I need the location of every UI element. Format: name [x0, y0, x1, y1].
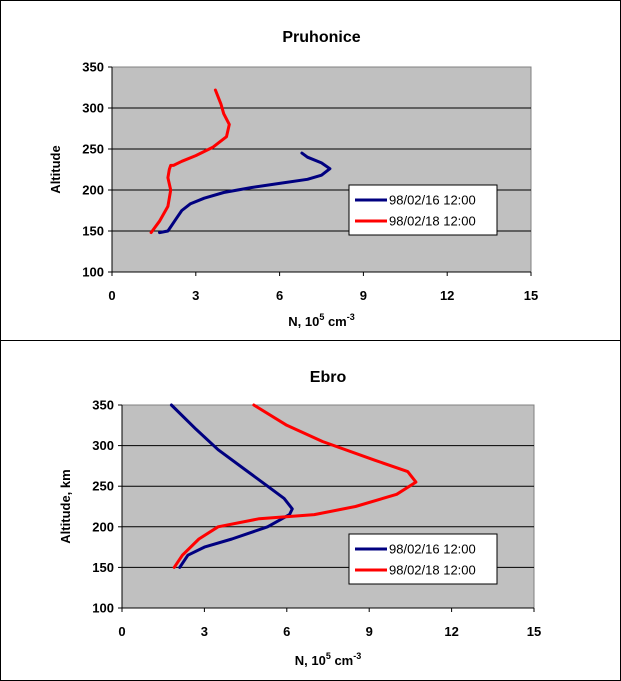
series-line-0	[158, 151, 332, 235]
x-axis-label-superscript: 5	[326, 651, 331, 661]
x-tick-label: 15	[527, 624, 541, 639]
series-line-1	[172, 403, 418, 569]
x-tick-label: 0	[118, 624, 125, 639]
chart-1: Ebro 100 150 200 250 300 350 0 3 6 9 12 15 N, 105 cm-…	[58, 369, 541, 668]
legend-label-1: 98/02/18 12:00	[389, 563, 476, 578]
x-tick-label: 9	[360, 288, 367, 303]
y-tick-label: 350	[92, 398, 114, 413]
legend-box	[348, 533, 498, 585]
x-tick-label: 3	[192, 288, 199, 303]
legend: 98/02/16 12:00 98/02/18 12:00	[348, 184, 498, 236]
chart-title: Ebro	[310, 369, 347, 386]
x-tick-label: 15	[524, 288, 538, 303]
legend: 98/02/16 12:00 98/02/18 12:00	[348, 533, 498, 585]
plot-area	[111, 66, 532, 273]
x-axis-label-superscript: -3	[353, 651, 361, 661]
y-tick-label: 150	[82, 224, 104, 239]
y-tick-label: 200	[82, 183, 104, 198]
y-tick-label: 250	[92, 479, 114, 494]
series-line-1	[149, 88, 231, 235]
x-tick-label: 9	[366, 624, 373, 639]
series-line-0	[169, 403, 294, 569]
legend-box	[348, 184, 498, 236]
legend-label-0: 98/02/16 12:00	[389, 193, 476, 208]
y-tick-label: 300	[82, 101, 104, 116]
x-axis-label-superscript: -3	[347, 312, 355, 322]
x-tick-label: 12	[444, 624, 458, 639]
y-tick-label: 250	[82, 142, 104, 157]
x-axis-label-part: cm	[324, 314, 346, 329]
x-axis-label-part: N, 10	[295, 653, 326, 668]
x-tick-label: 12	[440, 288, 454, 303]
x-axis-label: N, 105 cm-3	[295, 651, 362, 668]
x-tick-label: 6	[283, 624, 290, 639]
x-tick-label: 6	[276, 288, 283, 303]
x-tick-label: 3	[201, 624, 208, 639]
y-tick-label: 350	[82, 60, 104, 75]
y-tick-label: 150	[92, 560, 114, 575]
chart-title: Pruhonice	[282, 29, 360, 46]
y-axis-label: Altitude	[48, 145, 63, 193]
x-axis-label-part: cm	[331, 653, 353, 668]
legend-label-0: 98/02/16 12:00	[389, 542, 476, 557]
y-axis-label: Altitude, km	[58, 469, 73, 543]
legend-label-1: 98/02/18 12:00	[389, 214, 476, 229]
chart-0: Pruhonice 100 150 200 250 300 350 0 3 6 9 12 15 N, 10…	[48, 29, 538, 329]
y-tick-label: 100	[82, 265, 104, 280]
x-axis-label-superscript: 5	[319, 312, 324, 322]
y-tick-label: 200	[92, 519, 114, 534]
y-tick-label: 300	[92, 438, 114, 453]
x-tick-label: 0	[108, 288, 115, 303]
x-axis-label: N, 105 cm-3	[288, 312, 355, 329]
y-tick-label: 100	[92, 601, 114, 616]
x-axis-label-part: N, 10	[288, 314, 319, 329]
